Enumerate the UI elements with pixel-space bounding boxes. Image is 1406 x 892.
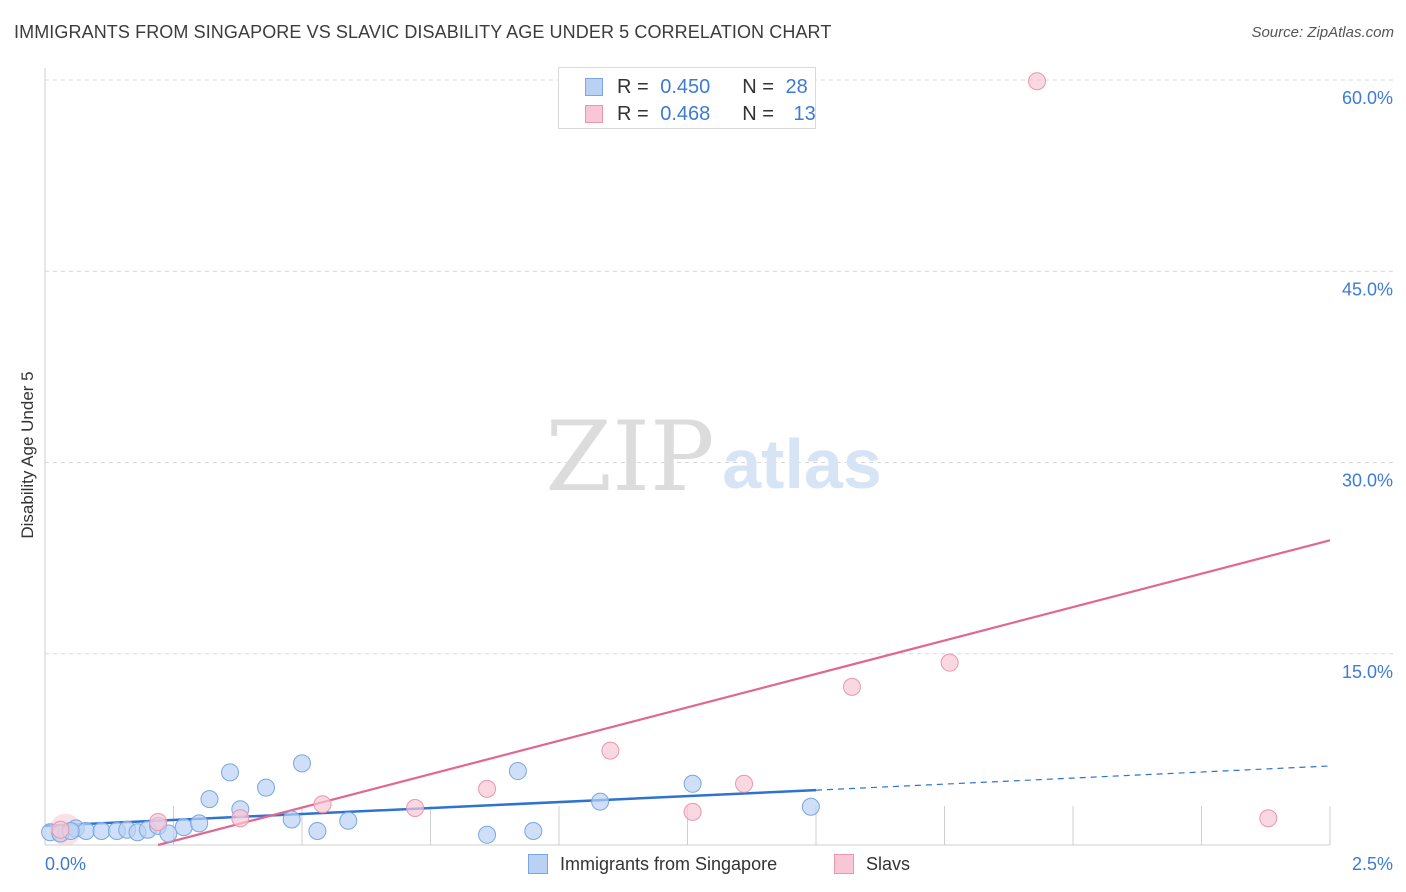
legend-row-singapore: R = 0.450 N = 28 [585,74,808,100]
slavs-point [406,799,425,818]
correlation-legend: R = 0.450 N = 28 R = 0.468 N = 13 [558,67,816,129]
tick-labels: 15.0% 30.0% 45.0% 60.0% 0.0% 2.5% [45,88,1393,874]
slavs-point [313,795,332,814]
legend-swatch-pink [585,105,603,123]
source-credit: Source: ZipAtlas.com [1251,24,1394,41]
bottom-legend-label: Immigrants from Singapore [560,853,778,874]
singapore-point [478,825,497,844]
singapore-point [339,811,358,830]
slavs-point [51,820,70,839]
slavs-point [842,677,861,696]
singapore-trend-extension [815,765,1331,791]
legend-n-label: N = [742,102,774,125]
y-tick-label: 15.0% [1342,662,1393,682]
y-tick-label: 45.0% [1342,279,1393,299]
legend-swatch-blue [585,78,603,96]
chart-title: IMMIGRANTS FROM SINGAPORE VS SLAVIC DISA… [14,22,832,42]
x-tick-label: 0.0% [45,854,86,874]
slavs-trend-line [157,539,1331,847]
singapore-trend-line [44,788,817,828]
bottom-legend-singapore: Immigrants from Singapore [528,850,777,878]
slavs-point [735,774,754,793]
slavs-point [1259,809,1278,828]
data-points [41,72,1278,846]
legend-n-value: 13 [793,102,816,125]
slavs-point [940,653,959,672]
legend-n-label: N = [742,75,774,98]
trend-lines [44,539,1331,847]
legend-n-value: 28 [785,75,808,98]
singapore-point [200,790,219,809]
slavs-point [683,802,702,821]
y-axis-label: Disability Age Under 5 [18,371,37,538]
legend-row-slavs: R = 0.468 N = 13 [585,101,816,127]
bottom-legend-swatch-blue [528,854,548,874]
watermark-atlas: atlas [722,425,882,503]
axes [44,68,1331,846]
singapore-point [308,821,327,840]
singapore-point [92,821,111,840]
legend-r-label: R = [617,102,649,125]
watermark-zip: ZIP [545,401,714,513]
singapore-point [77,821,96,840]
singapore-point [190,814,209,833]
singapore-point [591,792,610,811]
watermark: ZIP atlas [545,401,881,513]
legend-r-label: R = [617,75,649,98]
slavs-point [231,809,250,828]
singapore-point [221,763,240,782]
singapore-point [282,810,301,829]
grid-lines [45,79,1395,655]
singapore-point [508,762,527,781]
legend-r-value: 0.450 [660,75,711,98]
singapore-point [524,821,543,840]
y-tick-label: 30.0% [1342,471,1393,491]
slavs-point [1028,72,1047,91]
singapore-point [159,824,178,843]
singapore-point [801,797,820,816]
singapore-point [174,818,193,837]
bottom-legend-label: Slavs [866,853,911,874]
y-tick-label: 60.0% [1342,88,1393,108]
bottom-legend-swatch-pink [834,854,854,874]
slavs-point [478,779,497,798]
singapore-point [257,778,276,797]
singapore-point [683,774,702,793]
singapore-point [293,754,311,773]
slavs-point [149,813,168,832]
legend-r-value: 0.468 [660,102,711,125]
x-tick-label: 2.5% [1352,854,1393,874]
slavs-point [601,741,620,760]
bottom-legend-slavs: Slavs [834,850,910,878]
